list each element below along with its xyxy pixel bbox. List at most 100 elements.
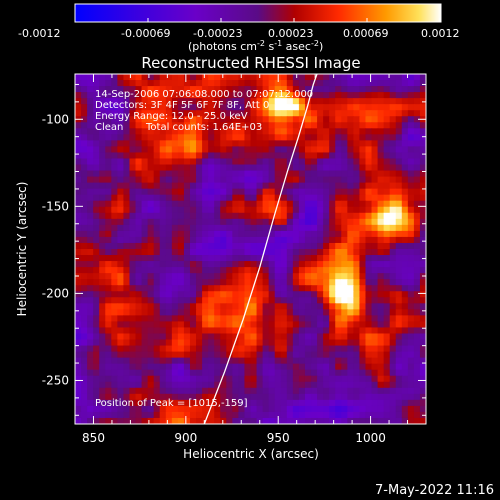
heatmap-cell (226, 393, 233, 401)
heatmap-cell (395, 249, 403, 256)
heatmap-cell (250, 194, 258, 202)
heatmap-cell (377, 242, 385, 250)
heatmap-cell (153, 104, 161, 111)
heatmap-cell (214, 92, 221, 99)
heatmap-cell (171, 74, 179, 81)
heatmap-cell (189, 399, 197, 407)
heatmap-cell (292, 128, 300, 135)
heatmap-cell (165, 152, 173, 160)
heatmap-cell (135, 267, 143, 274)
heatmap-cell (311, 369, 318, 377)
heatmap-cell (359, 86, 367, 93)
heatmap-cell (311, 140, 318, 148)
heatmap-cell (220, 255, 227, 262)
heatmap-cell (395, 387, 403, 395)
heatmap-cell (292, 86, 300, 93)
heatmap-cell (75, 212, 82, 220)
heatmap-cell (311, 339, 318, 347)
heatmap-cell (401, 351, 409, 359)
heatmap-cell (317, 309, 324, 316)
heatmap-cell (347, 74, 354, 81)
heatmap-cell (389, 146, 397, 154)
heatmap-cell (262, 279, 270, 286)
heatmap-cell (87, 86, 94, 93)
heatmap-cell (111, 134, 118, 141)
heatmap-cell (238, 297, 246, 304)
heatmap-cell (317, 146, 324, 154)
heatmap-cell (171, 321, 179, 329)
heatmap-cell (220, 236, 227, 244)
heatmap-cell (183, 80, 191, 87)
heatmap-cell (274, 255, 282, 262)
heatmap-cell (214, 339, 221, 347)
heatmap-cell (226, 321, 233, 329)
heatmap-cell (256, 315, 264, 323)
heatmap-cell (105, 146, 112, 154)
heatmap-cell (419, 218, 426, 226)
heatmap-cell (401, 297, 409, 304)
heatmap-cell (395, 212, 403, 220)
heatmap-cell (292, 321, 300, 329)
heatmap-cell (280, 242, 288, 250)
heatmap-cell (244, 309, 252, 316)
heatmap-cell (159, 309, 167, 316)
heatmap-cell (81, 321, 88, 329)
heatmap-cell (365, 200, 373, 208)
heatmap-cell (159, 92, 167, 99)
heatmap-cell (395, 261, 403, 268)
heatmap-cell (274, 381, 282, 389)
heatmap-cell (93, 393, 100, 401)
heatmap-cell (389, 309, 397, 316)
heatmap-cell (365, 152, 373, 160)
heatmap-cell (238, 104, 246, 111)
heatmap-cell (377, 104, 385, 111)
heatmap-cell (353, 375, 361, 383)
heatmap-cell (377, 164, 385, 172)
heatmap-cell (395, 128, 403, 135)
heatmap-cell (81, 351, 88, 359)
heatmap-cell (298, 309, 306, 316)
heatmap-cell (274, 116, 282, 123)
heatmap-cell (371, 393, 379, 401)
heatmap-cell (99, 134, 106, 141)
heatmap-cell (183, 182, 191, 190)
heatmap-cell (75, 369, 82, 377)
heatmap-cell (413, 194, 421, 202)
heatmap-cell (99, 170, 106, 178)
heatmap-cell (135, 297, 143, 304)
heatmap-cell (304, 104, 312, 111)
heatmap-cell (329, 339, 336, 347)
heatmap-cell (383, 291, 391, 298)
heatmap-cell (220, 315, 227, 323)
heatmap-cell (407, 110, 415, 117)
heatmap-cell (141, 194, 149, 202)
heatmap-cell (371, 375, 379, 383)
heatmap-cell (202, 152, 209, 160)
heatmap-cell (317, 285, 324, 292)
heatmap-cell (111, 363, 118, 371)
heatmap-cell (359, 110, 367, 117)
heatmap-cell (141, 140, 149, 148)
heatmap-cell (419, 381, 426, 389)
heatmap-cell (329, 351, 336, 359)
heatmap-cell (341, 236, 348, 244)
heatmap-cell (256, 351, 264, 359)
heatmap-cell (286, 393, 294, 401)
heatmap-cell (317, 158, 324, 166)
heatmap-cell (238, 176, 246, 184)
heatmap-cell (177, 381, 185, 389)
heatmap-cell (196, 249, 203, 256)
heatmap-cell (159, 345, 167, 353)
heatmap-cell (196, 303, 203, 310)
heatmap-cell (371, 224, 379, 232)
heatmap-cell (262, 170, 270, 178)
heatmap-cell (141, 152, 149, 160)
heatmap-cell (317, 98, 324, 105)
heatmap-cell (208, 273, 215, 280)
heatmap-cell (317, 140, 324, 148)
heatmap-cell (93, 134, 100, 141)
heatmap-cell (413, 405, 421, 413)
heatmap-cell (153, 351, 161, 359)
heatmap-cell (105, 242, 112, 250)
heatmap-cell (274, 291, 282, 298)
